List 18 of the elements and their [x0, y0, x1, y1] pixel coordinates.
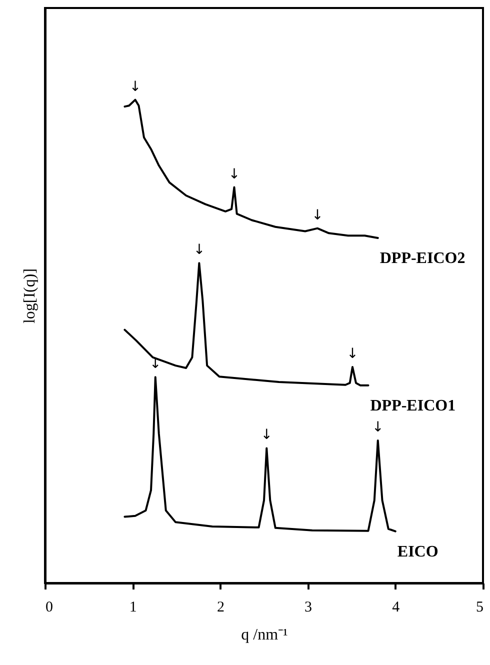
annotation: ↓	[312, 207, 324, 224]
x-tick-label: 5	[476, 600, 484, 616]
annotation: ↓	[228, 166, 240, 182]
x-tick-label: 0	[46, 600, 53, 616]
annotation: ↓	[129, 78, 142, 95]
x-axis-title: q /nm⁻¹	[241, 626, 288, 644]
annotation: ↓	[346, 346, 358, 362]
x-tick-label: 1	[129, 600, 137, 616]
x-tick-label: 4	[392, 600, 400, 616]
annotation: ↓	[372, 419, 384, 436]
series-label: EICO	[397, 543, 438, 560]
annotation: ↓	[260, 427, 272, 444]
annotation: ↓	[193, 242, 206, 258]
series-label: DPP-EICO1	[370, 397, 456, 414]
series-label: DPP-EICO2	[380, 250, 466, 267]
x-tick-label: 3	[304, 600, 312, 616]
y-axis-title: log[I(q)]	[22, 268, 38, 324]
x-tick-label: 2	[216, 600, 224, 616]
